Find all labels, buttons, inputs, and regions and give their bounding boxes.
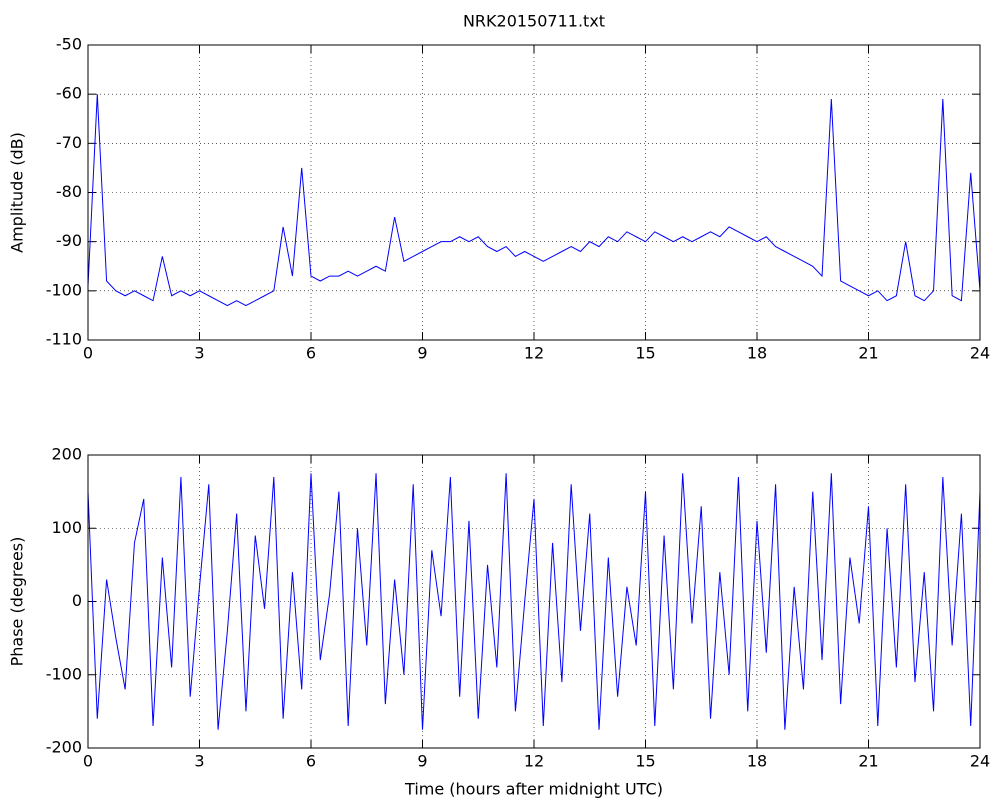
axes-box [87, 44, 981, 341]
y-tick-label: 200 [51, 445, 82, 464]
y-tick-label: -100 [46, 280, 82, 299]
x-tick-label: 12 [524, 752, 544, 771]
y-tick-label: -80 [56, 182, 82, 201]
x-tick-label: 0 [83, 752, 93, 771]
data-line [87, 94, 981, 307]
x-axis-label: Time (hours after midnight UTC) [404, 780, 663, 799]
y-tick-label: -100 [46, 664, 82, 683]
y-tick-label: -60 [56, 84, 82, 103]
y-tick-label: -90 [56, 231, 82, 250]
x-tick-label: 9 [417, 344, 427, 363]
x-tick-label: 24 [970, 752, 990, 771]
y-axis-label: Amplitude (dB) [8, 132, 27, 253]
data-line [87, 473, 981, 730]
x-tick-label: 3 [194, 344, 204, 363]
y-tick-label: -70 [56, 133, 82, 152]
y-tick-label: -110 [46, 330, 82, 349]
x-tick-label: 3 [194, 752, 204, 771]
x-tick-label: 21 [858, 344, 878, 363]
x-tick-label: 6 [306, 344, 316, 363]
y-tick-label: -200 [46, 738, 82, 757]
x-tick-label: 15 [635, 344, 655, 363]
x-tick-label: 6 [306, 752, 316, 771]
y-axis-label: Phase (degrees) [8, 537, 27, 667]
y-tick-label: 100 [51, 518, 82, 537]
y-tick-label: -50 [56, 35, 82, 54]
x-tick-label: 18 [747, 752, 767, 771]
x-tick-label: 9 [417, 752, 427, 771]
x-tick-label: 21 [858, 752, 878, 771]
x-tick-label: 15 [635, 752, 655, 771]
x-tick-label: 12 [524, 344, 544, 363]
x-tick-label: 0 [83, 344, 93, 363]
x-tick-label: 18 [747, 344, 767, 363]
chart-title: NRK20150711.txt [463, 12, 605, 31]
y-tick-label: 0 [72, 591, 82, 610]
axes-box [87, 454, 981, 749]
x-tick-label: 24 [970, 344, 990, 363]
